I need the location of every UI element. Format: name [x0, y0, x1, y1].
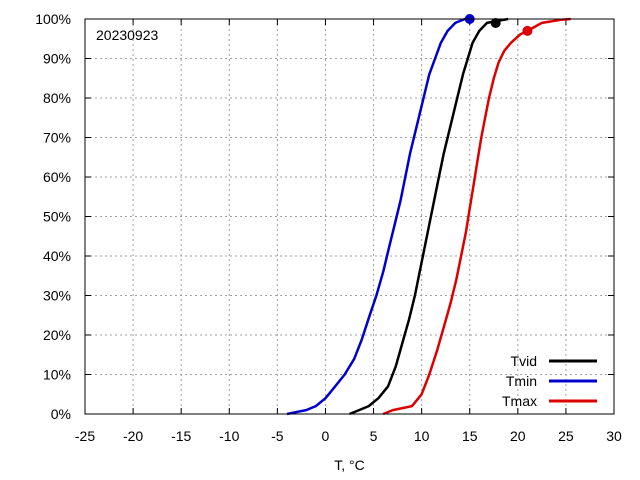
series-line-tmax	[382, 17, 571, 416]
legend-label-tmin: Tmin	[506, 373, 537, 389]
series-line-tmin	[286, 17, 470, 416]
x-axis-label: T, °C	[334, 457, 365, 473]
chart-annotation: 20230923	[96, 27, 159, 43]
x-tick-label: 25	[558, 428, 574, 444]
plot-frame	[84, 18, 615, 415]
y-tick-label: 10%	[43, 367, 71, 383]
x-tick-label: 20	[510, 428, 526, 444]
legend-label-tmax: Tmax	[502, 393, 537, 409]
y-tick-label: 60%	[43, 169, 71, 185]
y-tick-label: 30%	[43, 288, 71, 304]
y-tick-label: 70%	[43, 130, 71, 146]
x-tick-label: -20	[123, 428, 143, 444]
series-marker-tmax	[522, 25, 533, 36]
y-tick-label: 90%	[43, 51, 71, 67]
x-tick-label: -10	[219, 428, 239, 444]
y-tick-label: 100%	[35, 11, 71, 27]
x-tick-label: 15	[462, 428, 478, 444]
y-tick-label: 80%	[43, 90, 71, 106]
ticks: -25 -20 -15 -10 -5 0 5 10 15 20 25 30 0% 10% 20% 30% 40%…	[35, 11, 622, 444]
series-marker-tvid	[490, 17, 501, 28]
grid	[85, 19, 614, 414]
x-tick-label: -15	[171, 428, 191, 444]
x-tick-label: 0	[322, 428, 330, 444]
x-tick-label: 30	[606, 428, 622, 444]
x-tick-label: -25	[75, 428, 95, 444]
legend-label-tvid: Tvid	[511, 353, 537, 369]
x-tick-label: -5	[271, 428, 284, 444]
y-tick-label: 40%	[43, 248, 71, 264]
series-layer	[286, 14, 571, 416]
y-tick-label: 50%	[43, 209, 71, 225]
x-tick-label: 5	[370, 428, 378, 444]
y-tick-label: 20%	[43, 327, 71, 343]
x-tick-label: 10	[414, 428, 430, 444]
series-line-tvid	[349, 17, 509, 416]
legend: Tvid Tmin Tmax	[502, 353, 597, 409]
y-tick-label: 0%	[51, 406, 71, 422]
